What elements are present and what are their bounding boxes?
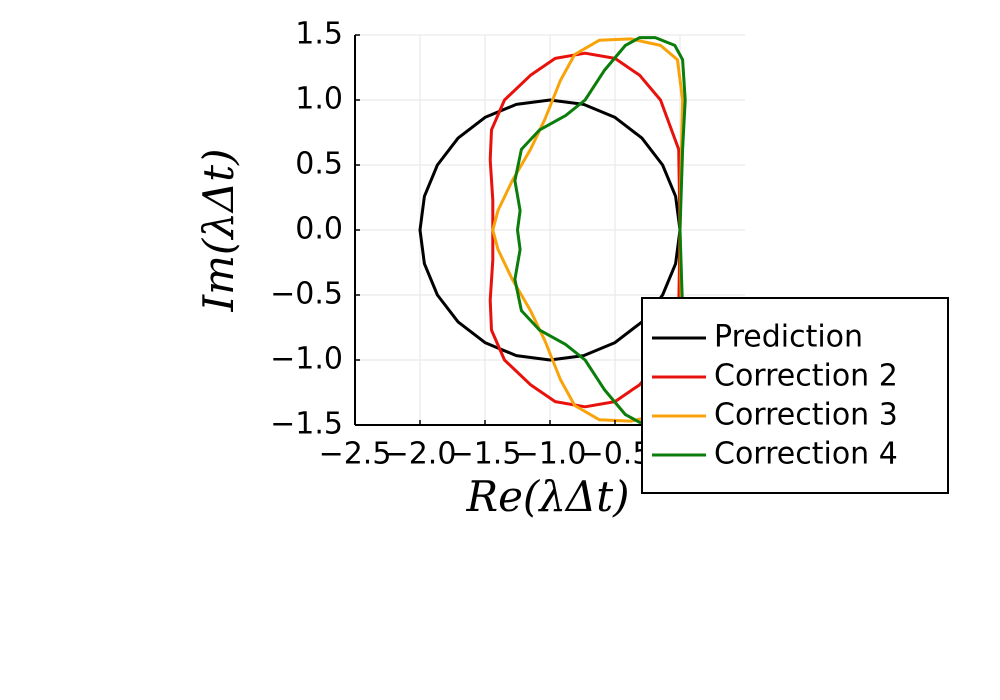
- y-axis-label: Im(λΔt): [194, 148, 243, 312]
- legend-label: Correction 4: [714, 437, 898, 472]
- series-line: [418, 98, 682, 362]
- y-tick-label: 0.5: [295, 147, 343, 182]
- x-axis-label: Re(λΔt): [465, 472, 629, 521]
- y-tick-label: 1.0: [295, 82, 343, 117]
- y-tick-label: 1.5: [295, 17, 343, 52]
- x-tick-label: −2.0: [384, 437, 457, 472]
- y-tick-label: −1.5: [270, 407, 343, 442]
- x-tick-label: −1.5: [449, 437, 522, 472]
- legend-label: Correction 2: [714, 359, 898, 394]
- legend-label: Prediction: [714, 320, 863, 355]
- legend-box: [641, 297, 949, 494]
- y-tick-label: −0.5: [270, 277, 343, 312]
- y-tick-label: 0.0: [295, 212, 343, 247]
- legend: Prediction Correction 2 Correction 3 Correc…: [641, 297, 949, 494]
- ticks: −2.5−2.0−1.5−1.0−0.50.0−1.5−1.0−0.50.00.…: [270, 17, 704, 472]
- x-tick-label: −0.5: [579, 437, 652, 472]
- x-tick-label: −2.5: [319, 437, 392, 472]
- legend-label: Correction 3: [714, 398, 898, 433]
- y-tick-label: −1.0: [270, 342, 343, 377]
- x-tick-label: −1.0: [514, 437, 587, 472]
